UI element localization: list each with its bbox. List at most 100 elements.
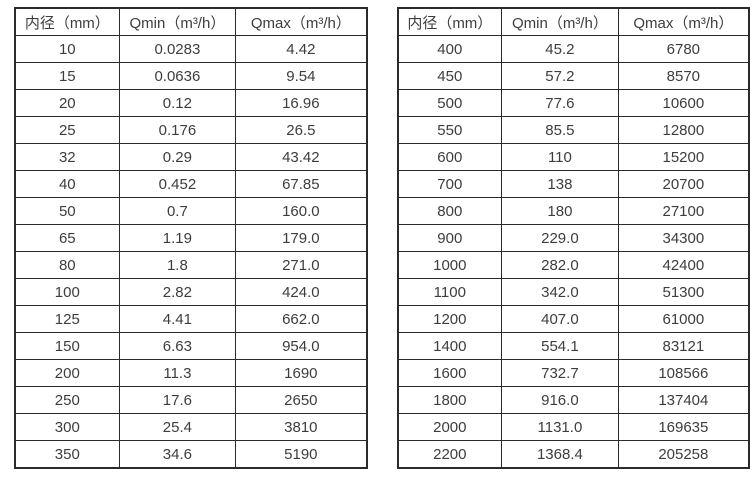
table-row: 1800 916.0 137404	[396, 386, 750, 414]
table-cell: 85.5	[501, 116, 619, 144]
table-cell: 0.7	[118, 197, 237, 225]
table-cell: 1800	[396, 386, 503, 414]
table-cell: 179.0	[235, 224, 367, 252]
table-cell: 50	[14, 197, 120, 225]
header-row: 内径（mm） Qmin（m³/h） Qmax（m³/h）	[396, 7, 750, 36]
table-cell: 0.29	[118, 143, 237, 171]
table-cell: 1368.4	[501, 440, 619, 469]
table-cell: 51300	[617, 278, 750, 306]
table-row: 300 25.4 3810	[14, 413, 367, 441]
table-row: 2200 1368.4 205258	[396, 440, 750, 469]
table-row: 1600 732.7 108566	[396, 359, 750, 387]
table-cell: 2650	[235, 386, 367, 414]
table-cell: 160.0	[235, 197, 367, 225]
table-cell: 1.19	[118, 224, 237, 252]
table-cell: 800	[396, 197, 503, 225]
table-row: 40 0.452 67.85	[14, 170, 367, 198]
table-cell: 271.0	[235, 251, 367, 279]
table-row: 15 0.0636 9.54	[14, 62, 367, 90]
table-cell: 169635	[617, 413, 750, 441]
table-cell: 550	[396, 116, 503, 144]
table-cell: 108566	[617, 359, 750, 387]
table-row: 800 180 27100	[396, 197, 750, 225]
table-cell: 10600	[617, 89, 750, 117]
table-row: 1100 342.0 51300	[396, 278, 750, 306]
table-cell: 17.6	[118, 386, 237, 414]
table-cell: 125	[14, 305, 120, 333]
table-cell: 4.42	[235, 35, 367, 63]
table-cell: 4.41	[118, 305, 237, 333]
column-header-qmin: Qmin（m³/h）	[118, 7, 237, 36]
table-row: 1400 554.1 83121	[396, 332, 750, 360]
table-row: 32 0.29 43.42	[14, 143, 367, 171]
table-cell: 34300	[617, 224, 750, 252]
table-row: 450 57.2 8570	[396, 62, 750, 90]
table-cell: 282.0	[501, 251, 619, 279]
table-cell: 554.1	[501, 332, 619, 360]
table-cell: 1690	[235, 359, 367, 387]
table-row: 150 6.63 954.0	[14, 332, 367, 360]
table-cell: 5190	[235, 440, 367, 469]
table-cell: 26.5	[235, 116, 367, 144]
table-cell: 1000	[396, 251, 503, 279]
table-row: 25 0.176 26.5	[14, 116, 367, 144]
table-cell: 1600	[396, 359, 503, 387]
table-cell: 1100	[396, 278, 503, 306]
table-cell: 600	[396, 143, 503, 171]
table-row: 50 0.7 160.0	[14, 197, 367, 225]
table-cell: 350	[14, 440, 120, 469]
table-cell: 15200	[617, 143, 750, 171]
table-cell: 61000	[617, 305, 750, 333]
table-row: 20 0.12 16.96	[14, 89, 367, 117]
table-cell: 300	[14, 413, 120, 441]
table-cell: 205258	[617, 440, 750, 469]
table-cell: 43.42	[235, 143, 367, 171]
table-cell: 11.3	[118, 359, 237, 387]
table-cell: 900	[396, 224, 503, 252]
table-row: 500 77.6 10600	[396, 89, 750, 117]
table-cell: 15	[14, 62, 120, 90]
table-cell: 229.0	[501, 224, 619, 252]
table-cell: 424.0	[235, 278, 367, 306]
column-header-qmax: Qmax（m³/h）	[235, 7, 367, 36]
table-cell: 25	[14, 116, 120, 144]
table-cell: 1200	[396, 305, 503, 333]
table-cell: 2200	[396, 440, 503, 469]
table-row: 1000 282.0 42400	[396, 251, 750, 279]
table-row: 125 4.41 662.0	[14, 305, 367, 333]
table-row: 80 1.8 271.0	[14, 251, 367, 279]
table-cell: 67.85	[235, 170, 367, 198]
table-cell: 180	[501, 197, 619, 225]
table-cell: 12800	[617, 116, 750, 144]
table-row: 350 34.6 5190	[14, 440, 367, 469]
table-row: 250 17.6 2650	[14, 386, 367, 414]
table-cell: 662.0	[235, 305, 367, 333]
table-cell: 9.54	[235, 62, 367, 90]
table-cell: 10	[14, 35, 120, 63]
table-cell: 200	[14, 359, 120, 387]
table-cell: 57.2	[501, 62, 619, 90]
table-cell: 25.4	[118, 413, 237, 441]
table-cell: 110	[501, 143, 619, 171]
table-row: 10 0.0283 4.42	[14, 35, 367, 63]
table-cell: 6780	[617, 35, 750, 63]
table-cell: 400	[396, 35, 503, 63]
table-row: 400 45.2 6780	[396, 35, 750, 63]
table-row: 2000 1131.0 169635	[396, 413, 750, 441]
table-cell: 20700	[617, 170, 750, 198]
table-cell: 40	[14, 170, 120, 198]
table-cell: 6.63	[118, 332, 237, 360]
table-cell: 0.0636	[118, 62, 237, 90]
table-cell: 65	[14, 224, 120, 252]
table-cell: 34.6	[118, 440, 237, 469]
table-cell: 80	[14, 251, 120, 279]
table-cell: 16.96	[235, 89, 367, 117]
flow-table-large-diameters: 内径（mm） Qmin（m³/h） Qmax（m³/h） 400 45.2 6780 450…	[396, 7, 750, 469]
column-header-qmax: Qmax（m³/h）	[617, 7, 750, 36]
table-row: 900 229.0 34300	[396, 224, 750, 252]
table-cell: 342.0	[501, 278, 619, 306]
table-cell: 700	[396, 170, 503, 198]
table-cell: 42400	[617, 251, 750, 279]
table-cell: 500	[396, 89, 503, 117]
table-cell: 1131.0	[501, 413, 619, 441]
